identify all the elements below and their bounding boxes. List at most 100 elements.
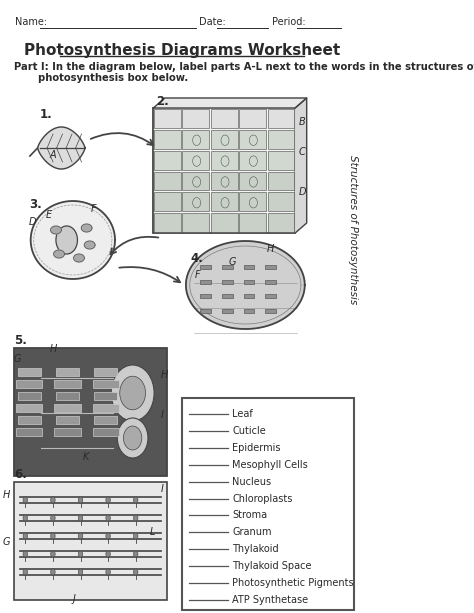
Bar <box>244 309 255 313</box>
Bar <box>267 130 294 149</box>
Bar <box>222 294 233 299</box>
Bar <box>16 380 42 388</box>
Bar <box>182 213 210 232</box>
Polygon shape <box>31 201 115 279</box>
Text: Epidermis: Epidermis <box>232 443 281 453</box>
Bar <box>244 294 255 299</box>
Text: photosynthesis box below.: photosynthesis box below. <box>38 73 189 83</box>
Circle shape <box>133 497 138 503</box>
Text: Structures of Photosynthesis: Structures of Photosynthesis <box>347 155 358 305</box>
Bar <box>211 109 237 128</box>
Bar <box>265 294 276 299</box>
Bar <box>211 213 237 232</box>
Bar <box>182 151 210 170</box>
Text: G: G <box>2 537 10 547</box>
Text: 3.: 3. <box>29 198 42 211</box>
Circle shape <box>123 426 142 450</box>
Bar <box>56 416 79 424</box>
Bar <box>94 392 117 400</box>
Bar <box>154 109 181 128</box>
Bar <box>14 348 167 476</box>
Bar <box>201 280 211 284</box>
Bar <box>94 416 117 424</box>
Bar <box>182 172 210 190</box>
Text: A: A <box>50 150 56 160</box>
Text: H: H <box>267 244 274 254</box>
Polygon shape <box>73 254 84 262</box>
Bar <box>211 130 237 149</box>
Bar <box>239 172 266 190</box>
Bar <box>267 172 294 190</box>
Bar <box>93 404 119 412</box>
Text: H: H <box>161 370 168 380</box>
Bar <box>154 213 181 232</box>
Text: Leaf: Leaf <box>232 409 253 419</box>
Circle shape <box>51 497 55 503</box>
Text: Thylakoid Space: Thylakoid Space <box>232 561 312 571</box>
Polygon shape <box>295 98 307 233</box>
Bar <box>56 392 79 400</box>
Bar <box>18 392 41 400</box>
Bar <box>182 192 210 211</box>
Text: Part I: In the diagram below, label parts A-L next to the words in the structure: Part I: In the diagram below, label part… <box>14 62 474 72</box>
Circle shape <box>51 551 55 557</box>
Circle shape <box>133 569 138 575</box>
Polygon shape <box>186 241 305 329</box>
Circle shape <box>106 497 110 503</box>
Text: Granum: Granum <box>232 527 272 537</box>
Circle shape <box>111 365 154 421</box>
Bar <box>239 213 266 232</box>
Circle shape <box>56 226 77 254</box>
Circle shape <box>78 569 83 575</box>
Text: I: I <box>161 410 164 420</box>
Circle shape <box>78 515 83 521</box>
Bar <box>14 482 167 600</box>
Circle shape <box>133 515 138 521</box>
Bar <box>244 280 255 284</box>
Polygon shape <box>84 241 95 249</box>
Polygon shape <box>153 98 307 108</box>
Circle shape <box>23 515 27 521</box>
Bar <box>55 404 81 412</box>
Bar <box>18 368 41 376</box>
Circle shape <box>106 551 110 557</box>
Bar <box>182 109 210 128</box>
Text: 6.: 6. <box>14 468 27 481</box>
Circle shape <box>120 376 146 410</box>
Circle shape <box>51 533 55 539</box>
Circle shape <box>23 551 27 557</box>
Bar <box>201 309 211 313</box>
Bar <box>239 151 266 170</box>
Text: Nucleus: Nucleus <box>232 477 272 487</box>
Polygon shape <box>54 250 64 258</box>
Circle shape <box>133 551 138 557</box>
Bar <box>265 309 276 313</box>
Circle shape <box>23 533 27 539</box>
Bar <box>265 280 276 284</box>
Text: G: G <box>228 257 236 267</box>
Circle shape <box>23 569 27 575</box>
Text: Photosynthetic Pigments: Photosynthetic Pigments <box>232 577 354 588</box>
Text: C: C <box>299 147 306 157</box>
Text: 1.: 1. <box>40 108 53 121</box>
Text: I: I <box>161 484 164 494</box>
Text: D: D <box>29 217 36 227</box>
Polygon shape <box>51 226 61 234</box>
Text: B: B <box>299 117 306 127</box>
Bar <box>267 192 294 211</box>
Text: Photosynthesis Diagrams Worksheet: Photosynthesis Diagrams Worksheet <box>24 42 340 58</box>
Bar <box>211 172 237 190</box>
Circle shape <box>133 533 138 539</box>
Text: E: E <box>46 210 52 220</box>
Bar <box>16 428 42 436</box>
Bar <box>239 130 266 149</box>
Bar <box>182 398 354 610</box>
Text: K: K <box>83 452 89 462</box>
Text: 5.: 5. <box>14 334 27 347</box>
Bar <box>211 151 237 170</box>
Circle shape <box>106 569 110 575</box>
Text: D: D <box>299 187 307 197</box>
Bar <box>239 192 266 211</box>
Text: 4.: 4. <box>190 252 203 265</box>
Circle shape <box>51 515 55 521</box>
